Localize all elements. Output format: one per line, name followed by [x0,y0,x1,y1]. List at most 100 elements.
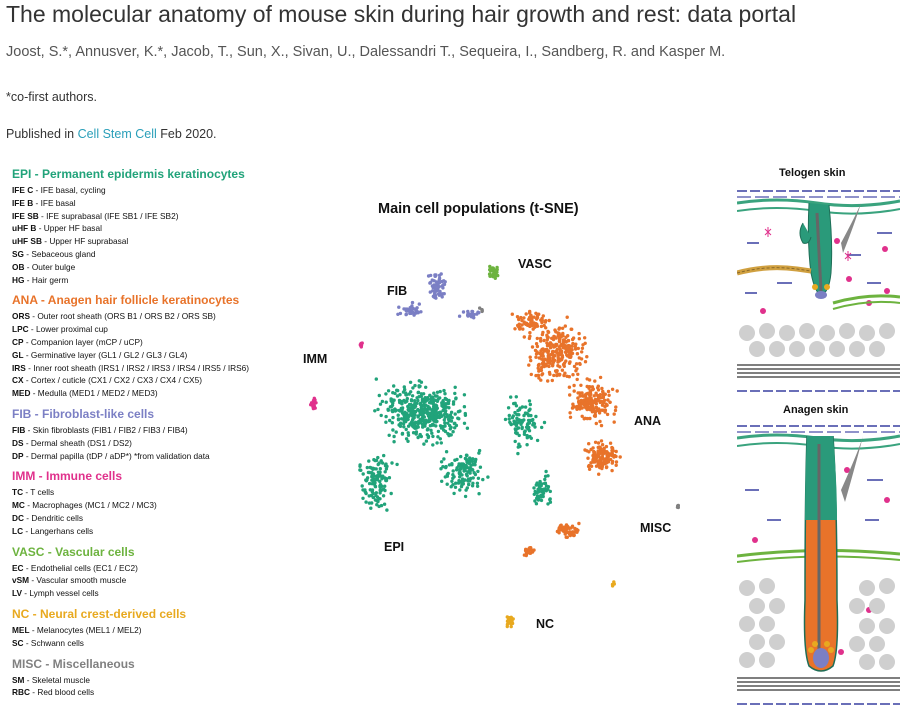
tsne-point-epi [443,424,447,428]
tsne-point-ana [579,357,584,361]
tsne-point-ana [580,391,584,395]
tsne-point-ana [567,530,572,534]
tsne-point-ana [600,466,604,471]
tsne-point-epi [390,461,394,465]
legend-group-heading: VASC - Vascular cells [12,544,135,559]
tsne-point-ana [587,450,591,454]
tsne-point-imm [313,406,317,410]
tsne-point-ana [564,335,568,339]
tsne-point-epi [534,414,538,419]
tsne-point-ana [551,363,555,367]
tsne-point-fib [472,312,476,317]
tsne-point-ana [510,312,514,316]
tsne-point-ana [556,331,560,335]
tsne-point-epi [442,457,446,461]
legend-item-code: SC [12,637,24,648]
tsne-point-epi [503,417,508,422]
tsne-point-epi [399,417,404,421]
tsne-point-epi [367,494,371,498]
tsne-point-ana [581,343,585,347]
tsne-point-ana [565,315,569,319]
legend-group-heading: NC - Neural crest-derived cells [12,606,187,621]
journal-link[interactable]: Cell Stem Cell [77,127,157,141]
tsne-point-ana [552,336,556,340]
tsne-point-epi [406,433,411,437]
tsne-point-ana [556,334,560,338]
tsne-point-epi [380,461,385,465]
tsne-point-epi [445,482,449,486]
tsne-point-ana [531,327,535,331]
tsne-point-epi [467,482,471,487]
tsne-point-epi [424,385,428,389]
tsne-point-epi [374,493,378,498]
tsne-point-ana [595,399,599,403]
legend-item-list: MEL - Melanocytes (MEL1 / MEL2) SC - Schw… [12,624,312,650]
tsne-point-epi [535,494,540,498]
tsne-point-fib [472,316,476,320]
tsne-point-epi [406,417,410,422]
tsne-point-ana [532,548,536,552]
tsne-point-ana [562,338,566,342]
tsne-point-epi [376,407,380,412]
tsne-point-ana [558,365,562,369]
tsne-point-epi [431,443,435,447]
legend-item-code: RBC [12,687,30,698]
legend-item-description: - Upper HF suprabasal [41,236,129,247]
tsne-point-epi [436,397,440,401]
tsne-point-ana [588,416,592,421]
tsne-point-ana [599,439,604,443]
legend-item: uHF SB - Upper HF suprabasal [12,235,312,248]
tsne-point-epi [432,423,436,427]
tsne-point-epi [361,496,365,500]
tsne-point-ana [593,379,597,383]
tsne-point-ana [603,459,607,463]
tsne-point-epi [522,432,527,436]
tsne-point-ana [562,361,567,365]
tsne-point-epi [465,459,469,463]
legend-item-code: DS [12,437,24,448]
legend-item-code: LC [12,525,24,536]
tsne-point-ana [585,355,589,359]
tsne-point-ana [610,461,614,465]
tsne-point-epi [395,394,400,398]
legend-item: LPC - Lower proximal cup [12,323,312,336]
tsne-point-epi [514,404,519,408]
legend-group: VASC - Vascular cells EC - Endothelial ce… [12,545,312,600]
tsne-point-epi [533,425,537,429]
legend-item: MC - Macrophages (MC1 / MC2 / MC3) [12,499,312,512]
tsne-point-ana [539,365,544,370]
tsne-point-fib [396,312,400,316]
tsne-point-epi [459,465,463,469]
tsne-point-epi [372,467,377,471]
tsne-point-ana [581,394,585,398]
tsne-point-ana [539,378,543,382]
tsne-point-ana [527,363,531,367]
legend-item: LC - Langerhans cells [12,525,312,538]
legend-item-description: - Outer root sheath (ORS B1 / ORS B2 / O… [29,311,216,322]
tsne-point-epi [451,483,455,487]
tsne-point-epi [430,431,434,435]
tsne-point-epi [416,425,420,429]
legend-item-description: - Melanocytes (MEL1 / MEL2) [29,624,142,635]
tsne-point-epi [542,420,547,425]
tsne-point-epi [424,439,429,443]
tsne-point-epi [434,415,438,419]
legend-item-code: LV [12,588,22,599]
tsne-point-ana [604,465,609,470]
tsne-point-epi [458,475,462,479]
tsne-point-ana [540,318,544,323]
tsne-point-epi [417,379,421,383]
tsne-point-fib [438,291,442,295]
tsne-point-ana [537,376,541,380]
tsne-point-ana [540,357,544,361]
tsne-point-epi [454,396,458,400]
tsne-point-epi [422,442,426,446]
tsne-point-epi [476,469,480,474]
tsne-point-epi [540,425,544,430]
legend-item-code: ORS [12,311,30,322]
legend-item-code: MED [12,388,31,399]
tsne-point-epi [432,391,436,395]
tsne-point-epi [523,429,527,433]
legend-item-description: - Vascular smooth muscle [29,575,127,586]
anagen-skin-illustration [737,420,900,712]
